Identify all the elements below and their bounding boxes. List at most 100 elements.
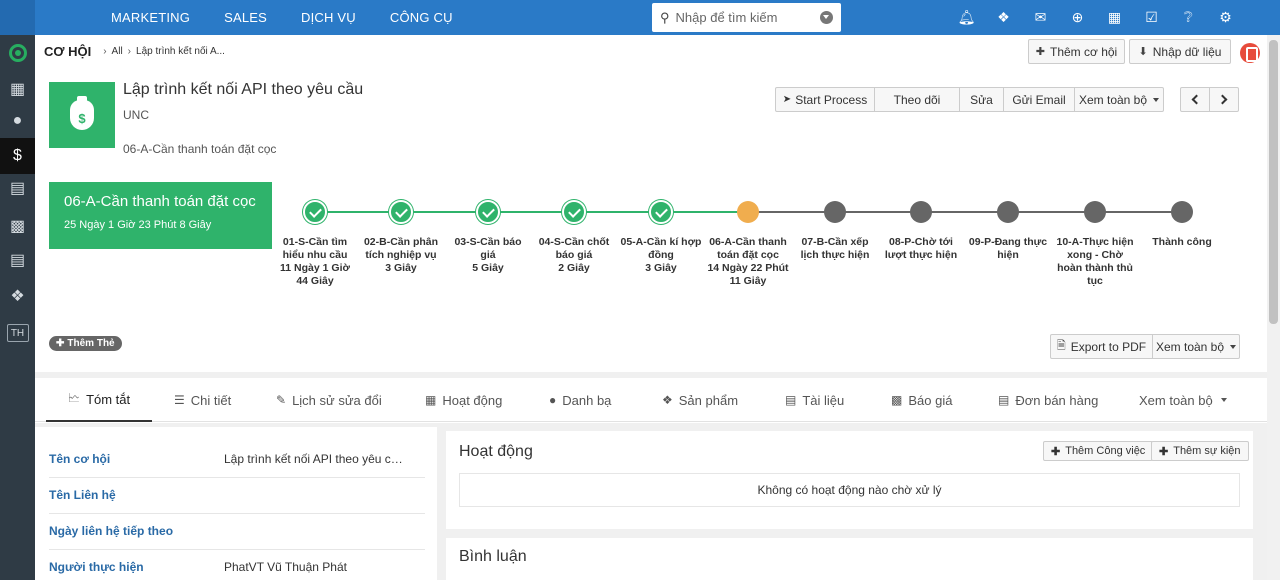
receipt-icon: ▤ [998,393,1010,407]
export-group: 🗎︎ Export to PDF Xem toàn bộ [1050,334,1240,359]
money-bag-icon[interactable]: $ [0,138,35,174]
add-event-button[interactable]: ✚ Thêm sự kiện [1151,441,1249,461]
breadcrumb-all[interactable]: All [111,46,123,57]
pipeline-line-done [315,211,748,213]
tab-sales-orders[interactable]: ▤ Đơn bán hàng [998,392,1099,408]
tab-documents[interactable]: ▤ Tài liệu [785,392,845,408]
pipeline-stage-label[interactable]: 02-B-Cần phân tích nghiệp vụ 3 Giây [363,236,439,274]
help-icon[interactable]: ❔︎ [1184,9,1193,25]
search-dropdown-icon[interactable] [820,11,833,24]
add-opportunity-button[interactable]: ✚ Thêm cơ hội [1028,39,1125,64]
tab-contacts[interactable]: ● Danh bạ [549,392,612,408]
list-icon: ☰ [174,393,185,407]
plus-icon: ✚ [1051,445,1061,458]
send-icon: ➤ [782,94,792,105]
pipeline-stage-node[interactable] [562,200,586,224]
building-icon[interactable]: ▦ [9,81,26,98]
tab-history[interactable]: ✎ Lịch sử sửa đổi [276,392,382,408]
record-action-group: ➤ Start Process Theo dõi Sửa Gửi Email Xe… [775,87,1164,112]
top-navigation-bar: MARKETING SALES DỊCH VỤ CÔNG CỤ ⚲ 🔔︎ ❖ ✉… [0,0,1280,35]
pipeline-stage-label[interactable]: 01-S-Cần tìm hiểu nhu cầu 11 Ngày 1 Giờ 4… [280,236,350,287]
calendar-icon: ▦ [425,393,437,407]
pipeline-stage-label[interactable]: 06-A-Cần thanh toán đặt cọc 14 Ngày 22 Ph… [707,236,789,287]
dashboard-icon[interactable] [0,35,35,71]
module-title[interactable]: CƠ HỘI [44,44,92,59]
follow-button[interactable]: Theo dõi [874,87,960,112]
pipeline-stage-label[interactable]: 09-P-Đang thực hiện [968,236,1048,261]
activity-panel-title: Hoạt động [459,443,533,460]
gear-icon[interactable]: ⚙ [1219,9,1232,25]
pipeline-stage-node[interactable] [476,200,500,224]
pipeline-stage-label[interactable]: 10-A-Thực hiện xong - Chờ hoàn thành thủ… [1056,236,1134,287]
add-tag-button[interactable]: ✚ Thêm Thẻ [49,336,122,351]
pipeline-stage-node[interactable] [910,201,932,223]
menu-marketing[interactable]: MARKETING [111,10,191,25]
edit-button[interactable]: Sửa [959,87,1004,112]
top-icons: 🔔︎ ❖ ✉ ⊕ ▦ ☑ ❔︎ ⚙ [948,0,1244,35]
tab-products[interactable]: ❖ Sản phẩm [662,392,739,408]
pipeline-stage-node[interactable] [1084,201,1106,223]
field-opportunity-name: Tên cơ hội Lập trình kết nối API theo yê… [49,442,425,478]
tab-view-all[interactable]: Xem toàn bộ [1139,378,1227,422]
tab-activities[interactable]: ▦ Hoạt động [425,392,503,408]
plus-circle-icon[interactable]: ⊕ [1071,9,1084,25]
section-divider [35,372,1267,378]
start-process-button[interactable]: ➤ Start Process [775,87,875,112]
pipeline-stage-label[interactable]: 05-A-Cần kí hợp đồng 3 Giây [620,236,702,274]
document-icon: ▤ [785,393,797,407]
pipeline-stage-node[interactable] [649,200,673,224]
next-record-button[interactable] [1209,87,1239,112]
export-view-all-dropdown[interactable]: Xem toàn bộ [1152,334,1240,359]
plus-icon: ✚ [1035,46,1045,58]
field-contact-name: Tên Liên hệ [49,478,425,514]
pipeline-stage-node[interactable] [303,200,327,224]
pipeline-stage-node[interactable] [737,201,759,223]
add-task-button[interactable]: ✚ Thêm Công việc [1043,441,1154,461]
pipeline-stage-label[interactable]: 04-S-Cần chốt báo giá 2 Giây [538,236,610,274]
contact-card-icon[interactable]: ▤ [9,180,26,197]
menu-sales[interactable]: SALES [224,10,268,25]
bell-icon[interactable]: 🔔︎ [957,9,976,25]
clipboard-alert-icon[interactable] [1240,43,1260,63]
menu-services[interactable]: DỊCH VỤ [301,10,356,25]
pipeline-stage-label[interactable]: 03-S-Cần báo giá 5 Giây [454,236,522,274]
pipeline-stage-label[interactable]: 08-P-Chờ tới lượt thực hiện [884,236,958,261]
previous-record-button[interactable] [1180,87,1210,112]
pipeline-stage-node[interactable] [1171,201,1193,223]
book-icon: ▩ [891,393,903,407]
view-all-dropdown[interactable]: Xem toàn bộ [1074,87,1164,112]
pipeline-stage-label[interactable]: Thành công [1152,236,1212,248]
import-data-button[interactable]: ⬇ Nhập dữ liệu [1129,39,1231,64]
scrollbar-thumb[interactable] [1269,40,1278,324]
history-icon: ✎ [276,393,287,407]
send-email-button[interactable]: Gửi Email [1003,87,1075,112]
chevron-right-icon: › [127,46,132,57]
pipeline-stage-node[interactable] [997,201,1019,223]
search-input[interactable] [675,10,816,25]
app-logo-area [0,0,35,35]
menu-tools[interactable]: CÔNG CỤ [389,10,453,25]
checkbox-icon[interactable]: ☑ [1145,9,1158,25]
pipeline-stage-label[interactable]: 07-B-Cần xếp lịch thực hiện [800,236,870,261]
chat-icon[interactable]: ✉ [1034,9,1047,25]
chart-icon: 🗠︎ [68,390,81,405]
calendar-icon[interactable]: ▦ [1107,9,1122,25]
user-badge[interactable]: TH [0,315,35,351]
pipeline-stage-node[interactable] [824,201,846,223]
plus-icon: ✚ [56,338,65,349]
record-subtitle: UNC [123,108,149,122]
pipeline-stage-node[interactable] [389,200,413,224]
tab-summary[interactable]: 🗠︎ Tóm tắt [46,378,153,422]
cubes-icon[interactable]: ❖ [997,9,1010,25]
search-icon: ⚲ [660,9,670,25]
money-bag-icon: $ [70,96,94,130]
global-search: ⚲ [652,3,841,32]
user-icon[interactable]: ● [12,112,23,129]
tab-details[interactable]: ☰ Chi tiết [174,392,232,408]
export-pdf-button[interactable]: 🗎︎ Export to PDF [1050,334,1153,359]
main-menu: MARKETING SALES DỊCH VỤ CÔNG CỤ [111,0,487,35]
clipboard-icon[interactable]: ▤ [9,252,26,269]
tab-quotes[interactable]: ▩ Báo giá [891,392,953,408]
id-card-icon[interactable]: ▩ [9,218,26,235]
box-icon[interactable]: ❖ [10,288,25,305]
